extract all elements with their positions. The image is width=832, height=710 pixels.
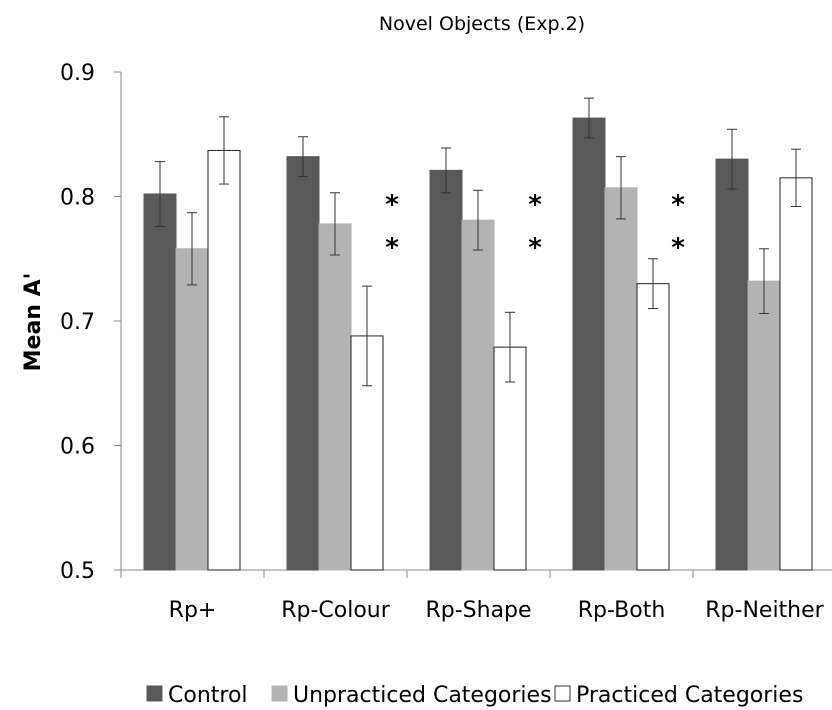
significance-marker: * [528,233,542,263]
bar [779,177,813,571]
significance-marker: * [671,233,685,263]
bar [572,117,606,571]
x-tick-label: Rp-Neither [705,598,824,623]
bar [604,187,638,571]
bar [175,248,209,571]
bar [636,283,670,571]
x-tick-label: Rp-Both [578,598,666,623]
bar [318,223,352,571]
significance-marker: * [385,190,399,220]
chart-title: Novel Objects (Exp.2) [379,13,585,35]
bar [747,280,781,571]
y-tick-label: 0.5 [60,559,95,584]
legend-swatch [271,685,288,702]
bar [286,156,320,571]
legend: Control Unpracticed Categories Practiced C… [146,683,803,708]
bar [143,193,177,571]
significance-marker: * [671,190,685,220]
x-tick-label: Rp-Shape [425,598,531,623]
plot-area: 0.5 0.6 0.7 0.8 0.9 Rp+ Rp-Colour Rp-Shape Rp-Bo… [60,61,832,623]
y-axis-label: Mean A' [21,273,46,372]
y-tick-label: 0.6 [60,435,95,460]
significance-marker: * [528,190,542,220]
bar [429,169,463,571]
legend-swatch [146,685,163,702]
bar [715,158,749,571]
bar [461,219,495,571]
x-tick-label: Rp+ [169,598,217,623]
y-tick-label: 0.9 [60,61,95,86]
legend-label: Control [168,683,248,708]
significance-marker: * [385,233,399,263]
x-tick-label: Rp-Colour [281,598,391,623]
y-tick-label: 0.8 [60,186,95,211]
y-tick-label: 0.7 [60,310,95,335]
legend-label: Unpracticed Categories [293,683,552,708]
legend-label: Practiced Categories [576,683,803,708]
legend-swatch [554,685,571,702]
bar [207,149,241,571]
